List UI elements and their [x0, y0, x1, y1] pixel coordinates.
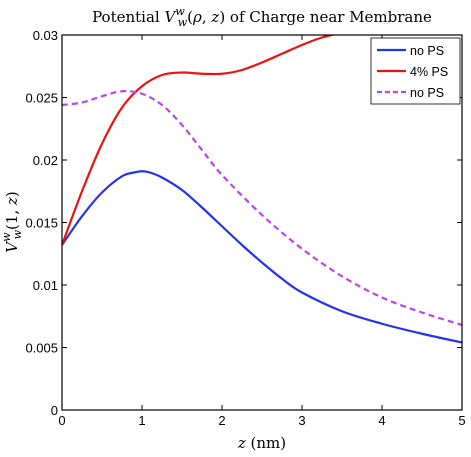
x-tick-label: 4 — [378, 413, 385, 428]
x-tick-label: 0 — [58, 413, 65, 428]
legend: no PS 4% PS no PS — [370, 37, 461, 105]
axis-ticks: 0 1 2 3 4 5 0 0.005 0.01 0.015 0.02 0.025 0.03 — [25, 28, 465, 428]
y-tick-label: 0.01 — [33, 278, 58, 293]
plot-area — [62, 35, 462, 344]
y-tick-label: 0.02 — [33, 153, 58, 168]
x-tick-label: 2 — [218, 413, 225, 428]
y-tick-label: 0.005 — [25, 341, 58, 356]
x-axis-title: z (nm) — [237, 434, 286, 452]
series-4pct-ps-line — [62, 35, 337, 246]
legend-label-no-ps-solid: no PS — [410, 44, 444, 58]
series-no-ps-solid-line — [62, 170, 462, 344]
x-tick-label: 5 — [458, 413, 465, 428]
legend-label-4pct-ps: 4% PS — [410, 65, 448, 79]
y-tick-label: 0.03 — [33, 28, 58, 43]
series-no-ps-dashed-line — [62, 90, 462, 327]
y-tick-label: 0.025 — [25, 91, 58, 106]
x-tick-label: 3 — [298, 413, 305, 428]
x-tick-label: 1 — [138, 413, 145, 428]
y-axis-title: Vww(1, z) — [0, 191, 24, 252]
y-tick-label: 0 — [51, 403, 58, 418]
y-tick-label: 0.015 — [25, 216, 58, 231]
chart-title: Potential Vw w(ρ, z) of Charge near Membr… — [92, 5, 432, 29]
legend-label-no-ps-dashed: no PS — [410, 86, 444, 100]
